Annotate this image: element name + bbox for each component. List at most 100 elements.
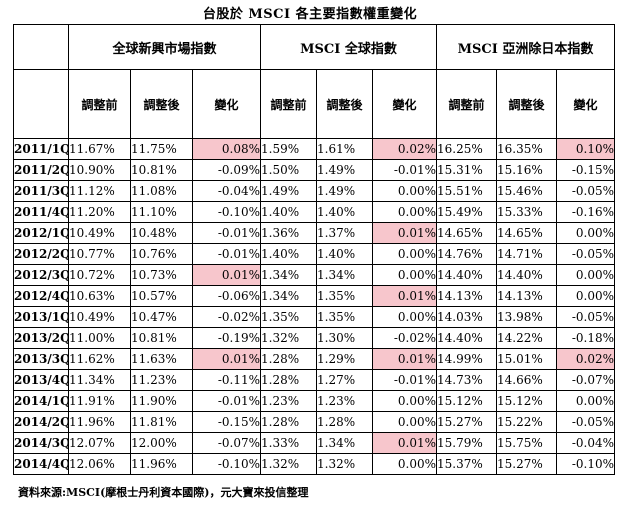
change-cell: -0.05%: [556, 180, 616, 202]
weight-cell: 10.90%: [68, 159, 131, 181]
weight-change-table: 全球新興市場指數 MSCI 全球指數 MSCI 亞洲除日本指數 調整前 調整後 …: [13, 24, 616, 475]
weight-cell: 1.30%: [316, 327, 374, 349]
weight-cell: 1.40%: [260, 243, 318, 265]
weight-cell: 1.23%: [316, 390, 374, 412]
weight-cell: 1.33%: [260, 432, 318, 454]
period-cell: 2013/1Q: [13, 306, 69, 328]
period-cell: 2013/4Q: [13, 369, 69, 391]
change-cell: -0.19%: [191, 327, 262, 349]
change-cell: 0.00%: [372, 306, 438, 328]
weight-cell: 1.28%: [260, 369, 318, 391]
change-cell: 0.01%: [372, 348, 438, 370]
weight-cell: 1.40%: [316, 243, 374, 265]
weight-cell: 10.77%: [68, 243, 131, 265]
weight-cell: 1.35%: [316, 306, 374, 328]
weight-cell: 15.46%: [496, 180, 558, 202]
change-cell: -0.04%: [556, 432, 616, 454]
weight-cell: 11.00%: [68, 327, 131, 349]
col-header-after: 調整後: [130, 69, 193, 139]
weight-cell: 10.49%: [68, 306, 131, 328]
change-cell: -0.01%: [191, 243, 262, 265]
period-cell: 2012/1Q: [13, 222, 69, 244]
change-cell: -0.06%: [191, 285, 262, 307]
group-header-em: 全球新興市場指數: [67, 24, 262, 70]
weight-cell: 14.13%: [496, 285, 558, 307]
weight-cell: 1.40%: [260, 201, 318, 223]
weight-cell: 10.47%: [130, 306, 193, 328]
weight-cell: 1.34%: [316, 432, 374, 454]
change-cell: 0.01%: [372, 285, 438, 307]
weight-cell: 13.98%: [496, 306, 558, 328]
weight-cell: 1.37%: [316, 222, 374, 244]
weight-cell: 10.57%: [130, 285, 193, 307]
weight-cell: 1.32%: [260, 453, 318, 475]
change-cell: -0.01%: [372, 159, 438, 181]
change-cell: 0.00%: [556, 222, 616, 244]
weight-cell: 10.76%: [130, 243, 193, 265]
weight-cell: 14.65%: [496, 222, 558, 244]
weight-cell: 1.27%: [316, 369, 374, 391]
table-row: 2011/2Q 10.90% 10.81% -0.09% 1.50% 1.49% -0.01…: [13, 159, 616, 181]
change-cell: -0.01%: [191, 222, 262, 244]
period-cell: 2013/2Q: [13, 327, 69, 349]
table-row: 2014/4Q 12.06% 11.96% -0.10% 1.32% 1.32% 0.00%…: [13, 453, 616, 475]
weight-cell: 11.91%: [68, 390, 131, 412]
weight-cell: 15.16%: [496, 159, 558, 181]
table-row: 2012/3Q 10.72% 10.73% 0.01% 1.34% 1.34% 0.00% 1…: [13, 264, 616, 286]
change-cell: -0.01%: [191, 390, 262, 412]
change-cell: 0.08%: [191, 138, 262, 160]
weight-cell: 1.49%: [316, 180, 374, 202]
table-row: 2014/2Q 11.96% 11.81% -0.15% 1.28% 1.28% 0.00%…: [13, 411, 616, 433]
group-header-row: 全球新興市場指數 MSCI 全球指數 MSCI 亞洲除日本指數: [13, 24, 616, 70]
weight-cell: 12.06%: [68, 453, 131, 475]
weight-cell: 1.34%: [260, 264, 318, 286]
change-cell: 0.01%: [191, 348, 262, 370]
period-cell: 2011/3Q: [13, 180, 69, 202]
weight-cell: 1.28%: [260, 348, 318, 370]
table-row: 2013/3Q 11.62% 11.63% 0.01% 1.28% 1.29% 0.01% 1…: [13, 348, 616, 370]
weight-cell: 14.40%: [436, 264, 498, 286]
change-cell: 0.01%: [372, 432, 438, 454]
weight-cell: 14.71%: [496, 243, 558, 265]
change-cell: -0.02%: [372, 327, 438, 349]
period-cell: 2012/3Q: [13, 264, 69, 286]
change-cell: 0.10%: [556, 138, 616, 160]
weight-cell: 15.37%: [436, 453, 498, 475]
weight-cell: 1.28%: [260, 411, 318, 433]
weight-cell: 1.49%: [260, 180, 318, 202]
weight-cell: 10.49%: [68, 222, 131, 244]
change-cell: -0.18%: [556, 327, 616, 349]
period-cell: 2011/2Q: [13, 159, 69, 181]
weight-cell: 12.07%: [68, 432, 131, 454]
weight-cell: 11.20%: [68, 201, 131, 223]
weight-cell: 15.27%: [436, 411, 498, 433]
change-cell: -0.07%: [191, 432, 262, 454]
weight-cell: 1.59%: [260, 138, 318, 160]
weight-cell: 14.65%: [436, 222, 498, 244]
weight-cell: 1.32%: [260, 327, 318, 349]
period-cell: 2013/3Q: [13, 348, 69, 370]
col-header-after: 調整後: [316, 69, 374, 139]
weight-cell: 1.49%: [316, 159, 374, 181]
weight-cell: 1.50%: [260, 159, 318, 181]
corner-cell: [13, 24, 69, 70]
change-cell: -0.10%: [191, 453, 262, 475]
table-row: 2014/1Q 11.91% 11.90% -0.01% 1.23% 1.23% 0.00%…: [13, 390, 616, 412]
change-cell: 0.00%: [372, 201, 438, 223]
corner-cell: [13, 69, 69, 139]
sub-header-row: 調整前 調整後 變化 調整前 調整後 變化 調整前 調整後 變化: [13, 69, 616, 139]
weight-cell: 15.33%: [496, 201, 558, 223]
col-header-change: 變化: [556, 69, 616, 139]
change-cell: 0.00%: [372, 453, 438, 475]
weight-cell: 10.81%: [130, 327, 193, 349]
change-cell: 0.00%: [372, 180, 438, 202]
change-cell: -0.07%: [556, 369, 616, 391]
weight-cell: 1.23%: [260, 390, 318, 412]
weight-cell: 15.22%: [496, 411, 558, 433]
change-cell: -0.05%: [556, 411, 616, 433]
weight-cell: 14.40%: [496, 264, 558, 286]
period-cell: 2011/1Q: [13, 138, 69, 160]
table-row: 2014/3Q 12.07% 12.00% -0.07% 1.33% 1.34% 0.01%…: [13, 432, 616, 454]
weight-cell: 11.34%: [68, 369, 131, 391]
weight-cell: 14.40%: [436, 327, 498, 349]
